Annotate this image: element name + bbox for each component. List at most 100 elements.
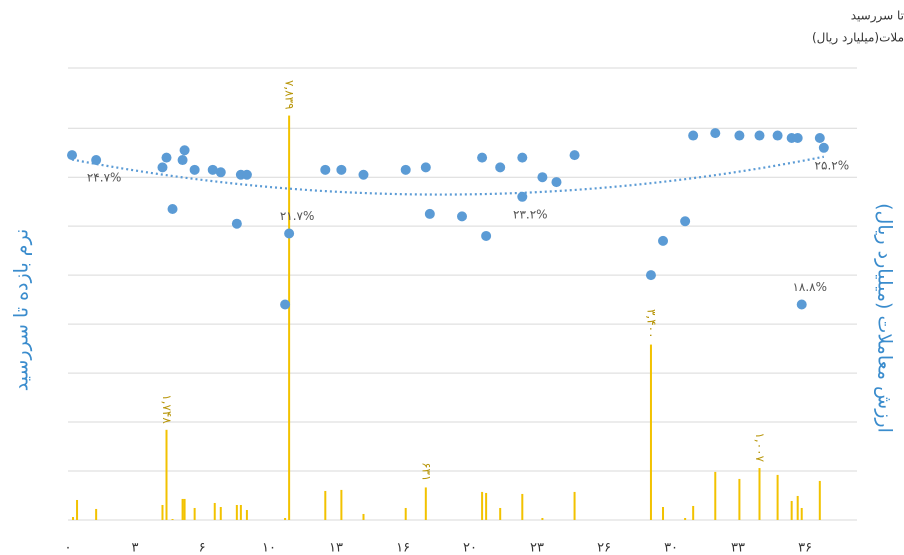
bar	[95, 508, 98, 520]
x-tick-label: ۲۳	[530, 541, 544, 555]
scatter-point	[551, 177, 562, 188]
scatter-point	[215, 167, 226, 178]
bar	[284, 517, 287, 520]
scatter-point	[658, 235, 669, 246]
bar	[213, 502, 216, 520]
bar	[800, 507, 803, 520]
x-tick-label: ۲۶	[597, 541, 611, 555]
bar-value-label: ۳,۴۰۰	[644, 309, 658, 339]
bar	[171, 519, 174, 520]
x-tick-label: ۶	[199, 541, 206, 555]
bar	[245, 509, 248, 520]
bar-value-label: ۱,۷۴۸	[160, 394, 174, 424]
bar	[183, 498, 186, 520]
scatter-point	[754, 130, 765, 141]
bar	[818, 480, 821, 520]
bar	[239, 504, 242, 520]
bar	[692, 505, 695, 520]
bar	[324, 490, 327, 520]
x-tick-label: ۱۰	[262, 541, 276, 555]
y-axis-title: نرم بازده تا سررسید	[11, 229, 33, 392]
scatter-point	[710, 128, 721, 139]
x-tick-label: ۳۶	[798, 541, 812, 555]
bar	[481, 491, 484, 520]
bar	[485, 492, 488, 520]
scatter-point	[177, 155, 188, 166]
scatter-point	[818, 142, 829, 153]
scatter-point	[814, 133, 825, 144]
bar	[684, 517, 687, 520]
bar	[165, 429, 168, 520]
bar-value-label: ۷,۸۳۹	[283, 80, 297, 110]
scatter-point	[91, 155, 102, 166]
bar-value-label: ۱,۰۰۷	[753, 432, 767, 462]
legend-fragment: تا سررسید	[851, 9, 904, 24]
scatter-point	[569, 150, 580, 161]
bar	[790, 500, 793, 520]
scatter-point	[424, 208, 435, 219]
bar	[738, 478, 741, 520]
scatter-point	[772, 130, 783, 141]
scatter-point	[680, 216, 691, 227]
scatter-point	[67, 150, 78, 161]
scatter-point	[284, 228, 295, 239]
point-value-label: ۲۱.۷%	[280, 209, 315, 223]
bar	[424, 487, 427, 520]
bar	[541, 517, 544, 520]
bar	[219, 506, 222, 520]
x-tick-label: ۰	[65, 541, 72, 555]
scatter-point	[517, 191, 528, 202]
scatter-point	[358, 169, 369, 180]
scatter-point	[161, 152, 172, 163]
x-tick-label: ۳۰	[664, 541, 678, 555]
y2-axis-title: ارزش معاملات (میلیارد ریال)	[874, 203, 896, 433]
scatter-point	[400, 164, 411, 175]
scatter-point	[320, 164, 331, 175]
x-tick-label: ۱۳	[329, 541, 343, 555]
x-tick-label: ۲۰	[463, 541, 477, 555]
scatter-point	[734, 130, 745, 141]
scatter-point	[481, 230, 492, 241]
scatter-point	[688, 130, 699, 141]
scatter-point	[495, 162, 506, 173]
point-value-label: ۱۸.۸%	[792, 280, 827, 294]
scatter-point	[189, 164, 200, 175]
bar	[362, 513, 365, 520]
bar	[76, 499, 79, 520]
x-tick-label: ۳۳	[731, 541, 745, 555]
bar-value-label: ۶۳۱	[419, 462, 433, 481]
bar	[193, 507, 196, 520]
bar	[161, 504, 164, 520]
bar	[288, 115, 291, 521]
trend-line	[71, 155, 825, 196]
scatter-point	[420, 162, 431, 173]
scatter-point	[796, 299, 807, 310]
bar	[662, 506, 665, 520]
legend-fragment: ملات(میلیارد ریال)	[812, 31, 904, 46]
bar	[72, 517, 75, 520]
scatter-point	[792, 133, 803, 144]
x-tick-label: ۳	[131, 541, 138, 555]
scatter-point	[477, 152, 488, 163]
bar	[776, 474, 779, 520]
bar	[758, 468, 761, 520]
scatter-point	[280, 299, 291, 310]
scatter-point	[336, 164, 347, 175]
scatter-point	[179, 145, 190, 156]
bar	[796, 495, 799, 520]
point-value-label: ۲۵.۲%	[815, 158, 850, 172]
bar	[714, 471, 717, 520]
bar	[573, 491, 576, 520]
bar	[340, 489, 343, 520]
scatter-point	[167, 204, 178, 215]
bar	[649, 344, 652, 520]
scatter-point	[157, 162, 168, 173]
scatter-point	[517, 152, 528, 163]
x-tick-label: ۱۶	[396, 541, 410, 555]
scatter-point	[207, 164, 218, 175]
bar	[499, 507, 502, 520]
point-value-label: ۲۳.۲%	[513, 207, 548, 221]
scatter-point	[456, 211, 467, 222]
point-value-label: ۲۴.۷%	[87, 171, 122, 185]
